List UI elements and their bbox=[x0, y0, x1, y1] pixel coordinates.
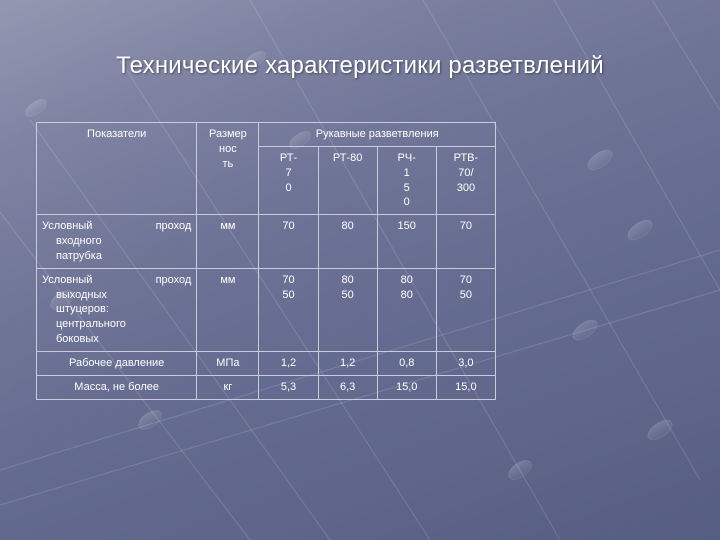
row-1-value-rch150: 150 bbox=[376, 214, 437, 269]
header-col-rt70-line-1: РТ- bbox=[279, 151, 298, 164]
header-group-branchings: Рукавные разветвления bbox=[258, 122, 496, 147]
header-col-rch150: РЧ- 1 5 0 bbox=[376, 145, 437, 216]
row-2-label-line-3: штуцеров: bbox=[56, 303, 109, 316]
header-size-line-2: нос bbox=[219, 142, 237, 155]
table-row: Рабочее давление МПа 1,2 1,2 0,8 3,0 bbox=[35, 350, 497, 376]
table-row: Условный проход входного патрубка мм 70 … bbox=[35, 214, 497, 269]
row-3-label-line-1: Рабочее давление bbox=[69, 356, 165, 369]
header-col-rt80: РТ-80 bbox=[317, 145, 378, 216]
header-col-rch150-line-3: 5 bbox=[403, 181, 410, 194]
row-1-label-line-2: входного bbox=[56, 235, 102, 248]
row-2-label-line-2: выходных bbox=[56, 288, 107, 301]
row-2-label: Условный проход выходных штуцеров: центр… bbox=[35, 267, 198, 352]
row-2-value-rtv70300-side: 50 bbox=[459, 288, 473, 301]
row-4-label: Масса, не более bbox=[35, 374, 198, 400]
row-1-value-rt80: 80 bbox=[317, 214, 378, 269]
table-row: Условный проход выходных штуцеров: центр… bbox=[35, 267, 497, 352]
row-2-label-line-4: центрального bbox=[56, 318, 126, 331]
row-1-label: Условный проход входного патрубка bbox=[35, 214, 198, 269]
row-4-value-rt80: 6,3 bbox=[317, 374, 378, 400]
header-col-rch150-line-2: 1 bbox=[403, 166, 410, 179]
table-row: Масса, не более кг 5,3 6,3 15,0 15,0 bbox=[35, 374, 497, 400]
row-3-unit: МПа bbox=[196, 350, 260, 376]
row-2-unit: мм bbox=[196, 267, 260, 352]
header-col-rt80-line-1: РТ-80 bbox=[332, 151, 363, 164]
row-2-value-rch150-central: 80 bbox=[400, 273, 413, 286]
row-1-value-rtv70300: 70 bbox=[435, 214, 497, 269]
header-col-rtv70300-line-2: 70/ bbox=[458, 166, 474, 179]
header-size-line-3: ть bbox=[222, 157, 234, 170]
header-col-rch150-line-1: РЧ- bbox=[397, 151, 416, 164]
row-2-value-rch150: 80 80 bbox=[376, 267, 437, 352]
row-1-label-line-1: Условный проход bbox=[42, 220, 192, 233]
row-3-value-rtv70300: 3,0 bbox=[435, 350, 497, 376]
spec-table: Показатели Размер нос ть Рукавные развет… bbox=[35, 121, 497, 400]
row-2-value-rtv70300: 70 50 bbox=[435, 267, 497, 352]
header-col-rtv70300: РТВ- 70/ 300 bbox=[435, 145, 497, 216]
row-3-value-rch150: 0,8 bbox=[376, 350, 437, 376]
row-3-value-rt70: 1,2 bbox=[258, 350, 319, 376]
row-3-value-rt80: 1,2 bbox=[317, 350, 378, 376]
row-4-value-rtv70300: 15,0 bbox=[435, 374, 497, 400]
row-2-value-rt80-central: 80 bbox=[341, 273, 354, 286]
row-2-label-line-5: боковых bbox=[56, 333, 99, 346]
header-size-line-1: Размер bbox=[208, 128, 247, 140]
header-col-rt70-line-3: 0 bbox=[285, 181, 292, 194]
row-2-label-line-1: Условный проход bbox=[42, 273, 192, 286]
row-2-value-rt70-central: 70 bbox=[282, 273, 295, 286]
row-1-value-rt70: 70 bbox=[258, 214, 319, 269]
row-1-unit: мм bbox=[196, 214, 260, 269]
row-4-unit: кг bbox=[196, 374, 260, 400]
row-2-value-rtv70300-central: 70 bbox=[459, 273, 473, 286]
header-col-rtv70300-line-1: РТВ- bbox=[453, 151, 479, 164]
row-2-value-rt70-side: 50 bbox=[282, 288, 295, 301]
row-2-value-rt80: 80 50 bbox=[317, 267, 378, 352]
header-size-unit: Размер нос ть bbox=[196, 121, 260, 216]
header-col-rt70-line-2: 7 bbox=[285, 166, 292, 179]
table-header-row-1: Показатели Размер нос ть Рукавные развет… bbox=[35, 121, 496, 216]
row-3-label: Рабочее давление bbox=[35, 350, 198, 376]
row-4-value-rt70: 5,3 bbox=[258, 374, 319, 400]
header-col-rtv70300-line-3: 300 bbox=[456, 181, 476, 194]
spec-table-container: Показатели Размер нос ть Рукавные развет… bbox=[35, 121, 497, 400]
row-4-value-rch150: 15,0 bbox=[376, 374, 437, 400]
row-4-label-line-1: Масса, не более bbox=[74, 380, 160, 393]
header-indicators: Показатели bbox=[35, 121, 198, 216]
row-1-label-line-3: патрубка bbox=[56, 249, 102, 262]
row-2-value-rch150-side: 80 bbox=[400, 288, 413, 301]
header-col-rt70: РТ- 7 0 bbox=[258, 145, 319, 216]
row-2-value-rt80-side: 50 bbox=[341, 288, 354, 301]
page-title: Технические характеристики разветвлений bbox=[116, 52, 604, 79]
header-col-rch150-line-4: 0 bbox=[403, 196, 410, 209]
table-header-row-2: РТ- 7 0 РТ-80 РЧ- 1 5 0 РТВ- bbox=[37, 145, 497, 216]
row-2-value-rt70: 70 50 bbox=[258, 267, 319, 352]
